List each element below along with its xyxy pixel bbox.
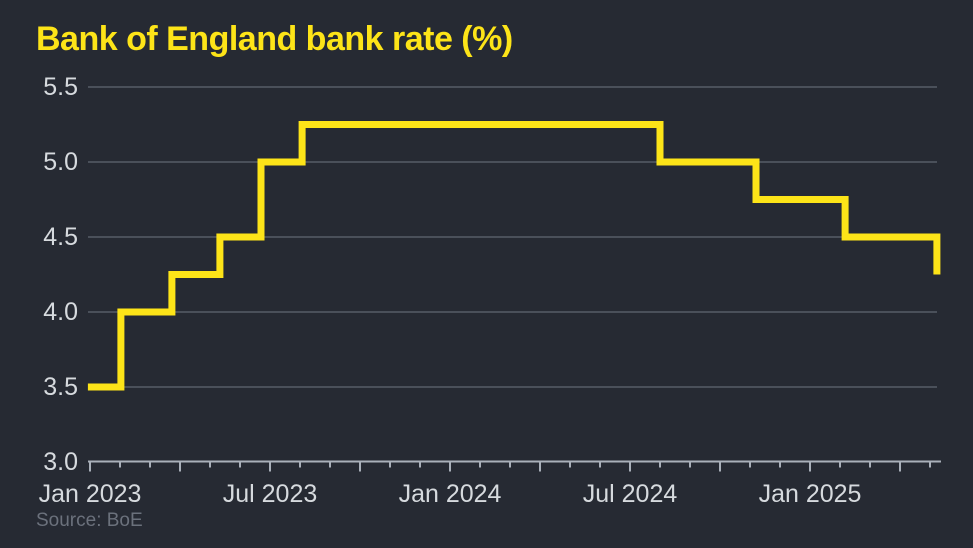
x-axis-tick-label: Jul 2024 — [583, 480, 678, 508]
x-axis-tick-label: Jan 2023 — [39, 480, 142, 508]
x-axis-tick-label: Jan 2025 — [759, 480, 862, 508]
x-axis-tick-label: Jul 2023 — [223, 480, 318, 508]
chart-title: Bank of England bank rate (%) — [36, 20, 513, 58]
y-axis-tick-label: 5.0 — [43, 148, 78, 176]
y-axis-tick-label: 3.0 — [43, 448, 78, 476]
y-axis-tick-label: 4.5 — [43, 223, 78, 251]
y-axis-tick-label: 5.5 — [43, 73, 78, 101]
y-axis-tick-label: 3.5 — [43, 373, 78, 401]
x-axis-tick-label: Jan 2024 — [399, 480, 502, 508]
source-label: Source: BoE — [36, 510, 143, 531]
y-axis-tick-label: 4.0 — [43, 298, 78, 326]
bank-rate-line — [87, 121, 941, 391]
